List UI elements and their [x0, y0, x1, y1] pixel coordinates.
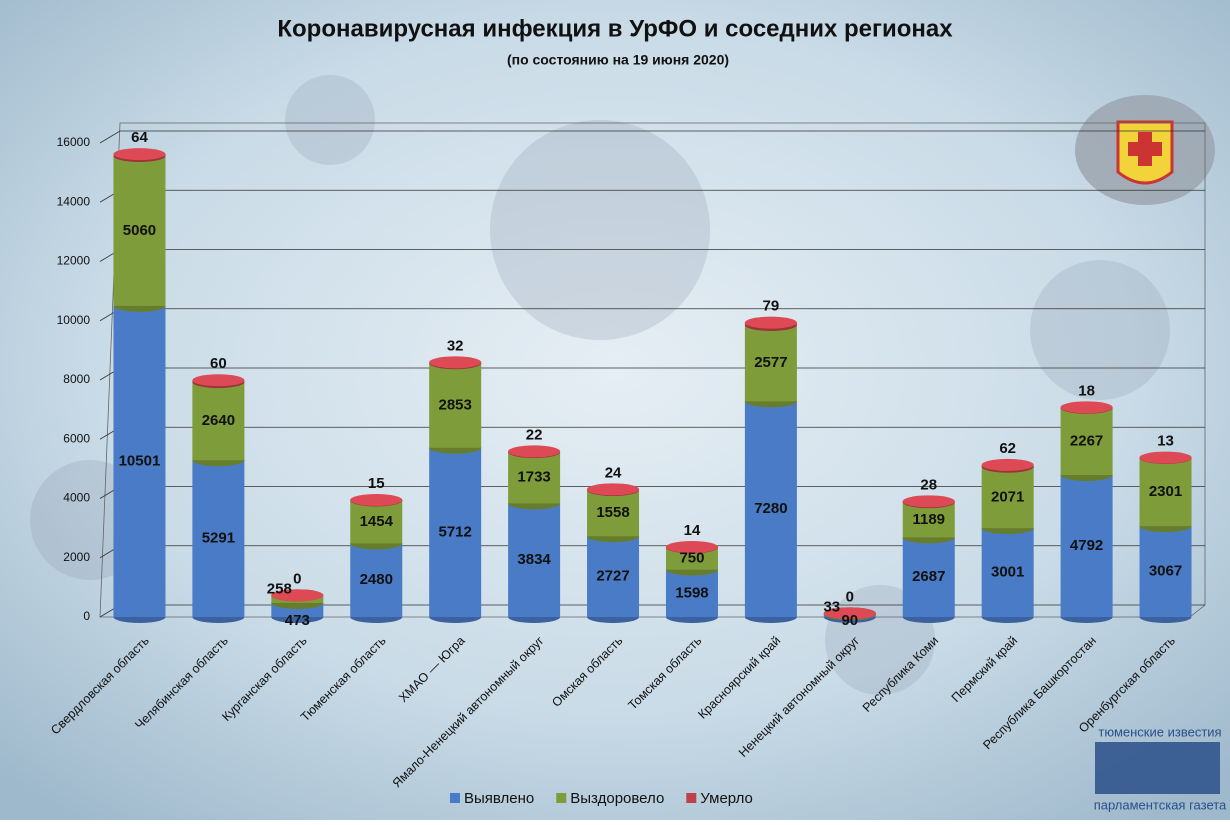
value-label: 10501	[119, 452, 161, 469]
bar-cap	[113, 148, 165, 160]
bar-cap	[192, 374, 244, 386]
chart-subtitle: (по состоянию на 19 июня 2020)	[507, 52, 729, 68]
legend-label: Умерло	[700, 790, 753, 807]
bar-cap	[587, 483, 639, 495]
value-label: 60	[210, 355, 227, 372]
value-label: 473	[285, 612, 310, 629]
legend-swatch	[450, 793, 460, 803]
value-label: 1189	[912, 511, 945, 528]
value-label: 24	[605, 464, 622, 481]
value-label: 2577	[754, 354, 787, 371]
value-label: 18	[1078, 382, 1095, 399]
bar-cap	[429, 356, 481, 368]
bar-stack	[113, 148, 165, 623]
value-label: 15	[368, 475, 385, 492]
value-label: 2267	[1070, 432, 1103, 449]
value-label: 258	[267, 580, 292, 597]
y-tick-label: 10000	[57, 313, 91, 327]
value-label: 13	[1157, 433, 1174, 450]
emblem	[1075, 95, 1215, 205]
bar-cap	[1140, 452, 1192, 464]
y-tick-label: 8000	[63, 372, 90, 386]
bar-cap	[1061, 401, 1113, 413]
value-label: 4792	[1070, 537, 1103, 554]
y-tick-label: 14000	[57, 194, 91, 208]
value-label: 2480	[360, 571, 393, 588]
value-label: 1598	[675, 584, 708, 601]
bar-cap	[508, 445, 560, 457]
value-label: 1454	[360, 513, 394, 530]
chart-title: Коронавирусная инфекция в УрФО и соседни…	[277, 15, 953, 42]
y-tick-label: 0	[83, 609, 90, 623]
value-label: 1733	[517, 469, 550, 486]
value-label: 22	[526, 426, 543, 443]
value-label: 90	[841, 612, 858, 629]
value-label: 5712	[438, 523, 471, 540]
value-label: 0	[846, 588, 854, 605]
value-label: 32	[447, 337, 464, 354]
value-label: 7280	[754, 500, 787, 517]
value-label: 3834	[517, 551, 551, 568]
value-label: 3067	[1149, 563, 1182, 580]
value-label: 33	[823, 598, 840, 615]
value-label: 5291	[202, 530, 235, 547]
legend-label: Выздоровело	[570, 790, 664, 807]
value-label: 2071	[991, 488, 1024, 505]
value-label: 79	[763, 298, 780, 315]
value-label: 1558	[596, 504, 629, 521]
legend-swatch	[556, 793, 566, 803]
value-label: 5060	[123, 222, 156, 239]
value-label: 0	[293, 570, 301, 587]
y-tick-label: 6000	[63, 431, 90, 445]
y-tick-label: 16000	[57, 135, 91, 149]
bar-cap	[745, 317, 797, 329]
value-label: 28	[920, 476, 937, 493]
value-label: 2727	[596, 568, 629, 585]
value-label: 64	[131, 129, 148, 146]
value-label: 2853	[438, 396, 471, 413]
value-label: 3001	[991, 564, 1024, 581]
legend-label: Выявлено	[464, 790, 534, 807]
y-tick-label: 12000	[57, 254, 91, 268]
bar-stack	[1140, 452, 1192, 623]
legend-swatch	[686, 793, 696, 803]
y-tick-label: 2000	[63, 550, 90, 564]
value-label: 14	[684, 522, 701, 539]
bar-stack	[982, 459, 1034, 623]
logo-text: тюменские известия	[1098, 724, 1221, 739]
logo-text: парламентская газета	[1094, 797, 1227, 812]
bar-cap	[903, 495, 955, 507]
value-label: 2301	[1149, 483, 1182, 500]
value-label: 2640	[202, 412, 235, 429]
bar-cap	[350, 494, 402, 506]
bar-cap	[982, 459, 1034, 471]
y-tick-label: 4000	[63, 491, 90, 505]
logo-mark	[1095, 742, 1220, 794]
value-label: 750	[679, 550, 704, 567]
value-label: 62	[999, 440, 1016, 457]
value-label: 2687	[912, 568, 945, 585]
